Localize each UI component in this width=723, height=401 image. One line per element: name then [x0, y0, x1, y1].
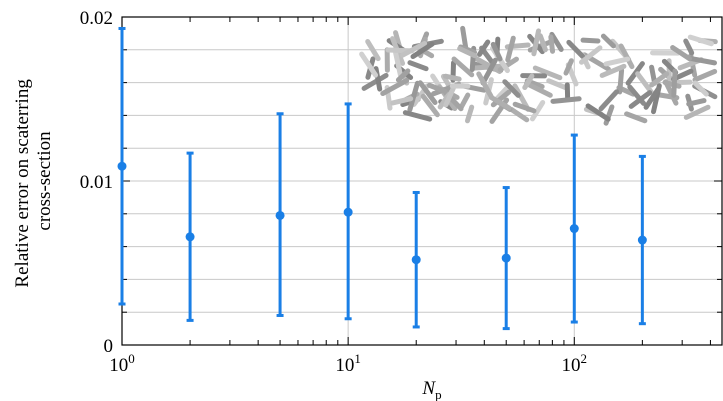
particle-rod [548, 34, 556, 54]
particle-rod [451, 56, 475, 78]
particle-rod [670, 45, 692, 62]
particle-rod [493, 85, 510, 102]
particle-rod [477, 39, 491, 57]
particle-rod [524, 80, 553, 98]
y-tick-label: 0 [104, 336, 114, 357]
particle-rod [549, 31, 564, 52]
particle-rod [380, 77, 410, 96]
data-point [501, 253, 511, 263]
x-tick-label: 102 [562, 351, 588, 376]
particle-rod [426, 82, 448, 94]
particle-rod [476, 71, 494, 100]
data-point [343, 207, 353, 217]
data-series [117, 26, 647, 331]
y-axis-label: Relative error on scaterring cross-secti… [12, 74, 55, 287]
data-point [637, 235, 647, 245]
particle-rod [402, 110, 433, 122]
particle-rod [671, 68, 678, 98]
particle-rod [472, 63, 503, 71]
particle-rod [598, 89, 620, 112]
particle-rod [617, 67, 625, 95]
particle-rod [578, 45, 603, 65]
particle-rod [566, 39, 586, 59]
particle-rod [410, 41, 435, 60]
particle-rod [692, 80, 709, 97]
particle-rod [692, 68, 718, 83]
data-point [117, 161, 127, 171]
particle-rod [585, 103, 611, 122]
particle-rod [531, 28, 542, 57]
particle-rod [600, 33, 616, 49]
particle-rod [529, 100, 546, 122]
particle-rod [532, 65, 563, 81]
tick-labels: 0 0.01 0.02 100 101 102 [80, 8, 587, 376]
particle-rod [480, 57, 498, 86]
particle-rod [459, 92, 471, 110]
particle-rod [407, 80, 420, 113]
particle-rod [546, 78, 569, 91]
particle-rod [359, 51, 379, 78]
x-axis-label-subscript: p [435, 387, 442, 401]
particle-rod [390, 96, 414, 106]
x-tick-label: 100 [109, 351, 135, 376]
particle-rod [599, 63, 627, 78]
particle-rod [512, 101, 537, 114]
data-point [185, 232, 195, 242]
particle-rod [420, 93, 440, 118]
particle-rod [663, 79, 679, 106]
y-tick-label: 0.02 [80, 8, 113, 29]
particle-rod [395, 68, 411, 83]
x-axis-label: Np [421, 378, 441, 401]
particle-rod [580, 37, 601, 44]
y-axis-label-line1: Relative error on scaterring [12, 79, 33, 288]
particle-rod [393, 50, 403, 78]
data-point [411, 255, 421, 265]
particle-rod [457, 46, 478, 59]
particle-rod [643, 86, 661, 110]
particle-rod [361, 72, 389, 91]
particle-rod [505, 35, 516, 63]
particle-rod [618, 43, 635, 70]
x-tick-label: 101 [335, 351, 361, 376]
particle-rod [373, 66, 383, 92]
particle-rod [649, 71, 670, 88]
particle-rod [686, 98, 707, 107]
particle-rod [365, 39, 381, 62]
particle-rod [537, 33, 548, 53]
particle-rod [550, 96, 582, 104]
particle-rod [417, 80, 438, 106]
particle-rod [464, 104, 475, 124]
particle-rod [443, 85, 456, 108]
y-axis-label-line2: cross-section [34, 131, 55, 231]
data-point [569, 224, 579, 234]
particle-rod [687, 55, 718, 66]
particle-rod [683, 104, 711, 120]
particle-rod [522, 73, 535, 91]
particle-rod [502, 79, 521, 98]
particle-rod [683, 38, 695, 56]
y-tick-label: 0.01 [80, 172, 113, 193]
particle-rod [400, 40, 428, 58]
particle-rod [563, 58, 574, 76]
particle-rod [490, 41, 503, 62]
particle-rod [624, 111, 648, 124]
particle-rod [407, 60, 429, 72]
particle-inset-image [359, 25, 718, 126]
particle-rod [687, 34, 714, 47]
data-point [275, 210, 285, 220]
particle-rod [442, 73, 462, 82]
particle-rod [603, 56, 631, 67]
particle-rod [628, 90, 653, 109]
x-axis-label-main: N [421, 378, 436, 399]
particle-rod [508, 106, 530, 123]
